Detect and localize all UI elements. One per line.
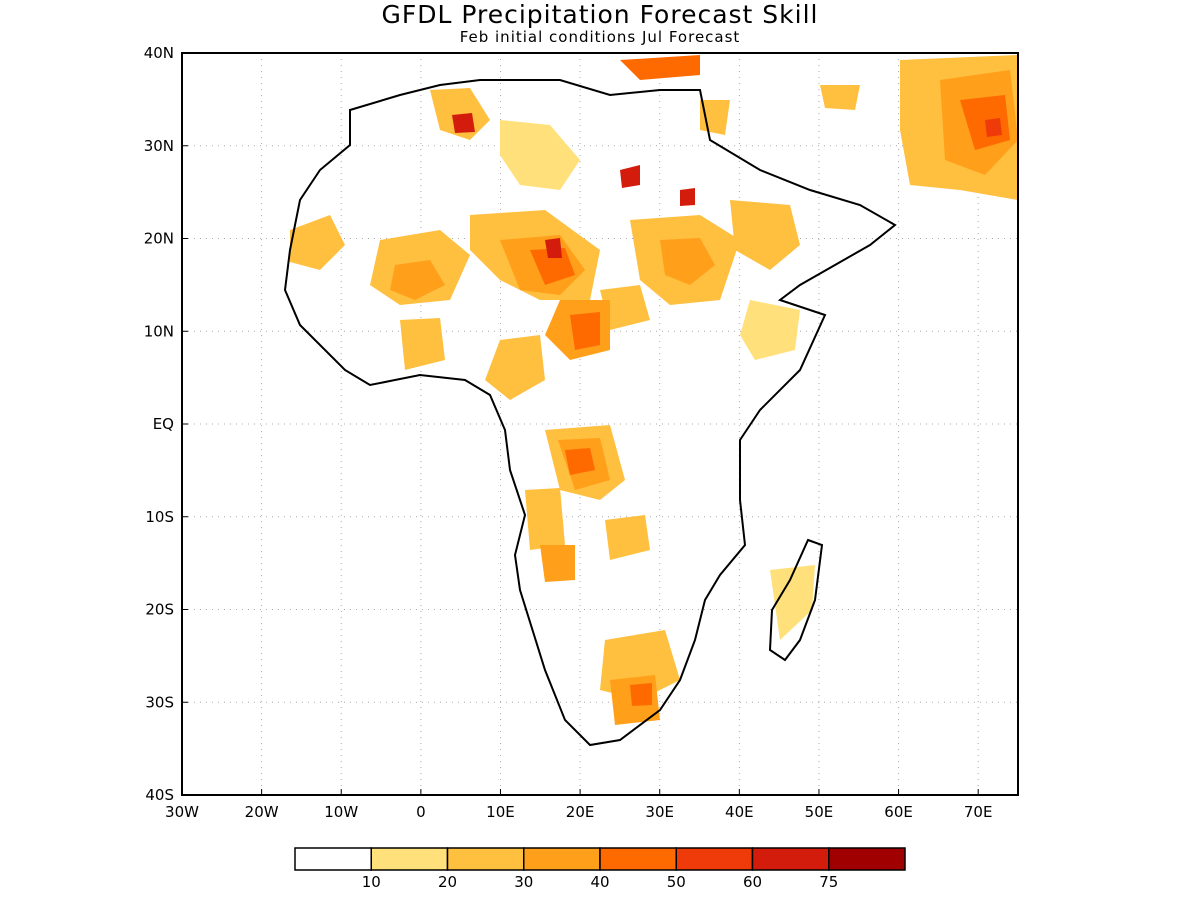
y-tick-label: 40N xyxy=(144,44,174,62)
map-frame xyxy=(181,52,1019,796)
x-tick-label: 20E xyxy=(566,803,595,821)
y-tick-label: EQ xyxy=(153,415,174,433)
x-tick-label: 70E xyxy=(964,803,993,821)
x-tick-label: 30W xyxy=(165,803,199,821)
colorbar-label: 50 xyxy=(667,873,686,891)
x-tick-label: 20W xyxy=(245,803,279,821)
madagascar-outline xyxy=(768,538,824,662)
colorbar-swatch xyxy=(523,847,601,871)
y-tick-label: 30S xyxy=(145,693,174,711)
x-tick-label: 0 xyxy=(416,803,426,821)
colorbar-label: 40 xyxy=(590,873,609,891)
map-subtitle: Feb initial conditions Jul Forecast xyxy=(459,28,741,46)
y-tick-label: 10S xyxy=(145,508,174,526)
skill-shading xyxy=(290,55,1018,725)
y-tick-label: 20S xyxy=(145,601,174,619)
colorbar-label: 30 xyxy=(514,873,533,891)
x-tick-label: 40E xyxy=(725,803,754,821)
colorbar-swatch xyxy=(675,847,754,871)
x-tick-label: 60E xyxy=(884,803,913,821)
y-tick-label: 10N xyxy=(144,322,174,340)
colorbar-swatch xyxy=(446,847,525,871)
colorbar-swatch xyxy=(294,847,372,871)
colorbar: 10 20 30 40 50 60 75 xyxy=(294,847,906,891)
y-tick-label: 30N xyxy=(144,137,174,155)
x-tick-label: 10W xyxy=(324,803,358,821)
colorbar-label: 60 xyxy=(743,873,762,891)
coastline xyxy=(283,79,897,747)
colorbar-swatch xyxy=(828,847,906,871)
map-title: GFDL Precipitation Forecast Skill xyxy=(381,0,819,29)
colorbar-label: 20 xyxy=(438,873,457,891)
colorbar-swatch xyxy=(751,847,830,871)
axes: 30W 20W 10W 0 10E 20E 30E 40E 50E 60E 70E 40N 30N 20N… xyxy=(144,44,993,821)
colorbar-swatch xyxy=(599,847,677,871)
colorbar-label: 75 xyxy=(819,873,838,891)
x-tick-label: 10E xyxy=(486,803,515,821)
graticule xyxy=(181,52,1018,796)
x-tick-label: 50E xyxy=(805,803,834,821)
colorbar-label: 10 xyxy=(362,873,381,891)
y-tick-label: 40S xyxy=(145,786,174,804)
y-tick-label: 20N xyxy=(144,230,174,248)
x-tick-label: 30E xyxy=(645,803,674,821)
colorbar-swatch xyxy=(370,847,449,871)
